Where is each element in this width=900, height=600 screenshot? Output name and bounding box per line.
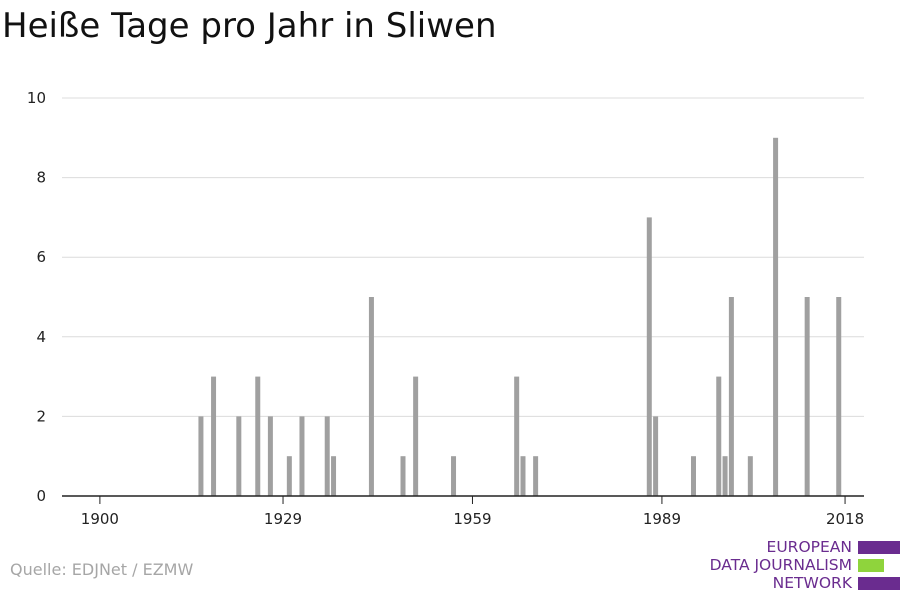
bar-1943 [368,297,374,496]
logo-line-network: NETWORK [772,574,852,592]
bar-2003 [747,456,753,496]
x-tick-label: 1959 [453,510,491,528]
bar-1918 [211,376,217,496]
logo-line-data-journalism: DATA JOURNALISM [709,556,852,574]
logo-line-european: EUROPEAN [766,538,852,556]
bar-1950 [413,376,419,496]
x-tick-label: 1900 [81,510,119,528]
y-tick-label: 6 [36,248,46,266]
x-tick-label: 1989 [643,510,681,528]
bar-1966 [514,376,520,496]
edjnet-logo: EUROPEAN DATA JOURNALISM NETWORK [700,536,900,596]
bar-1987 [646,217,652,496]
bar-2000 [728,297,734,496]
bar-1999 [722,456,728,496]
y-tick-label: 2 [36,407,46,425]
bar-1994 [690,456,696,496]
bar-1936 [324,416,330,496]
source-note: Quelle: EDJNet / EZMW [10,560,194,579]
y-tick-label: 8 [36,169,46,187]
bar-1998 [716,376,722,496]
bar-1967 [520,456,526,496]
bar-1927 [267,416,273,496]
bar-1916 [198,416,204,496]
bar-1930 [286,456,292,496]
bar-1948 [400,456,406,496]
chart-title: Heiße Tage pro Jahr in Sliwen [2,6,497,46]
x-tick-label: 1929 [264,510,302,528]
tick-labels: 0 2 4 6 8 10 1900 1929 1959 1989 2018 [27,89,864,528]
axes [62,495,864,504]
gridlines [62,97,864,417]
x-tick-label: 2018 [826,510,864,528]
bar-1925 [255,376,261,496]
y-tick-label: 0 [36,487,46,505]
logo-bar-purple-top [858,541,900,554]
y-tick-label: 10 [27,89,46,107]
bar-2007 [773,137,779,497]
bar-2017 [836,297,842,496]
bar-1956 [451,456,457,496]
bar-1937 [331,456,337,496]
logo-bar-purple-bottom [858,577,900,590]
bar-1988 [653,416,659,496]
bar-1932 [299,416,305,496]
bar-2012 [804,297,810,496]
bars [198,137,842,497]
logo-bar-green [858,559,884,572]
bar-1922 [236,416,242,496]
y-tick-label: 4 [36,328,46,346]
bar-1969 [533,456,539,496]
